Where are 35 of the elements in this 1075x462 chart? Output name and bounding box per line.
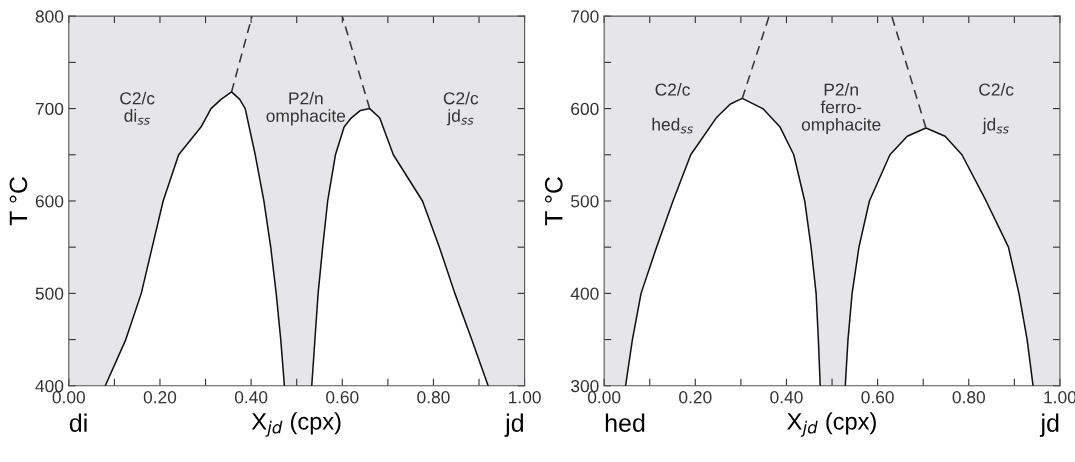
x-tick-label: 0.00 xyxy=(587,391,621,404)
x-tick-label: 0.60 xyxy=(326,391,359,404)
annotation: P2/n omphacite xyxy=(266,91,346,126)
x-tick-label: 0.80 xyxy=(417,391,450,404)
text: hed xyxy=(605,413,645,432)
x-tick-label: 0.40 xyxy=(770,391,803,404)
y-tick-label: 800 xyxy=(35,10,64,23)
y-axis-title: T °C xyxy=(544,177,563,226)
y-tick-label: 500 xyxy=(35,287,64,300)
x-tick-label: 0.00 xyxy=(52,391,86,404)
y-tick-label: 600 xyxy=(571,102,599,116)
x-axis-title: X$_{jd}$ (cpx) xyxy=(251,412,341,437)
x-tick-label: 0.80 xyxy=(952,391,986,404)
y-tick-label: 400 xyxy=(35,379,64,393)
x-tick-label: 0.20 xyxy=(679,391,712,404)
x-tick-label: 0.20 xyxy=(143,391,177,404)
annotation: P2/n ferro- omphacite xyxy=(801,83,881,135)
y-tick-label: 400 xyxy=(570,287,599,300)
text: jd xyxy=(504,413,523,437)
annotation: C2/c di$_{ss}$ xyxy=(120,91,155,125)
x-tick-label: 0.40 xyxy=(234,391,268,404)
y-tick-label: 500 xyxy=(571,195,599,208)
y-tick-label: 700 xyxy=(35,102,64,116)
x-tick-label: 1.00 xyxy=(509,391,541,404)
y-axis-title: T °C xyxy=(9,177,28,226)
text: C2/c jd$_{ss}$ xyxy=(979,82,1014,135)
text: di xyxy=(69,413,87,432)
y-tick-label: 700 xyxy=(571,10,599,23)
x-tick-label: 0.60 xyxy=(861,391,894,404)
x-axis-title: X$_{jd}$ (cpx) xyxy=(787,412,876,437)
text: C2/c hed$_{ss}$ xyxy=(652,83,693,134)
annotation: C2/c jd$_{ss}$ xyxy=(443,91,479,126)
text: jd xyxy=(1039,413,1059,437)
y-tick-label: 600 xyxy=(35,195,64,208)
y-tick-label: 300 xyxy=(570,379,599,393)
